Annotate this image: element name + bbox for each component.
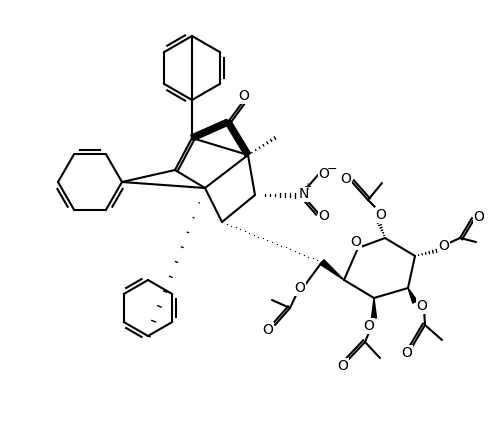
Text: O: O: [439, 239, 449, 253]
Text: O: O: [319, 167, 330, 181]
Text: O: O: [416, 299, 427, 313]
Text: O: O: [351, 235, 362, 249]
Text: +: +: [303, 182, 311, 192]
Text: O: O: [338, 359, 349, 373]
Polygon shape: [226, 120, 250, 157]
Text: O: O: [262, 323, 273, 337]
Text: −: −: [327, 163, 337, 176]
Polygon shape: [191, 119, 229, 141]
Text: O: O: [341, 172, 352, 186]
Text: O: O: [375, 208, 386, 222]
Polygon shape: [320, 260, 344, 280]
Polygon shape: [408, 288, 417, 303]
Text: N: N: [299, 187, 309, 201]
Text: O: O: [364, 319, 374, 333]
Polygon shape: [372, 298, 376, 318]
Text: O: O: [401, 346, 412, 360]
Text: O: O: [474, 210, 485, 224]
Text: O: O: [319, 209, 330, 223]
Text: O: O: [239, 89, 249, 103]
Text: O: O: [294, 281, 305, 295]
